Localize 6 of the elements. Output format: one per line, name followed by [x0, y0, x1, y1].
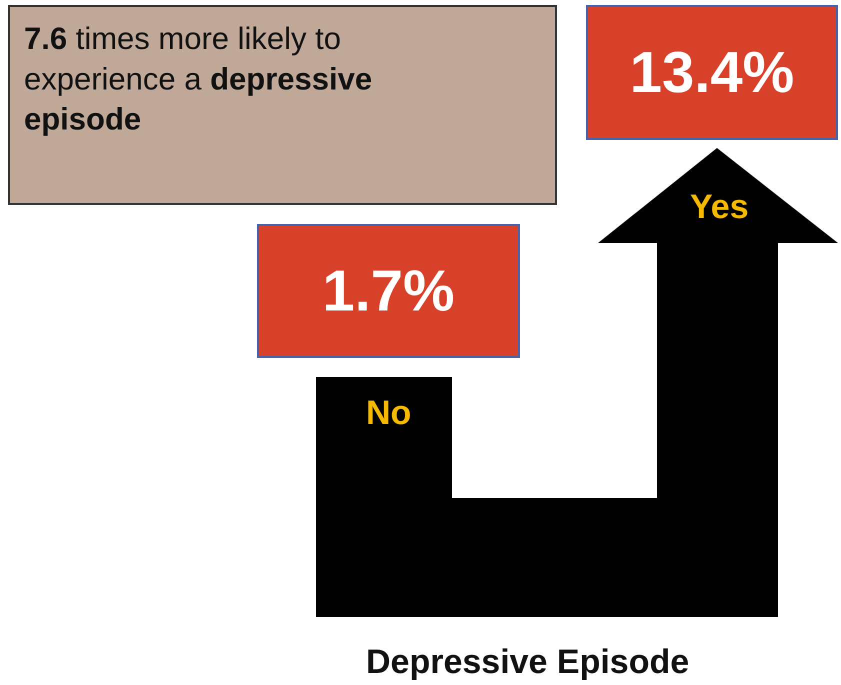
- category-label: No: [366, 394, 412, 432]
- category-label: Yes: [690, 188, 749, 226]
- text: Depressive Episode: [366, 643, 690, 681]
- data-label: 1.7%: [322, 258, 455, 324]
- data-label: 13.4%: [630, 40, 794, 105]
- text: 7.6 times more likely to experience a depressive episode: [24, 21, 372, 137]
